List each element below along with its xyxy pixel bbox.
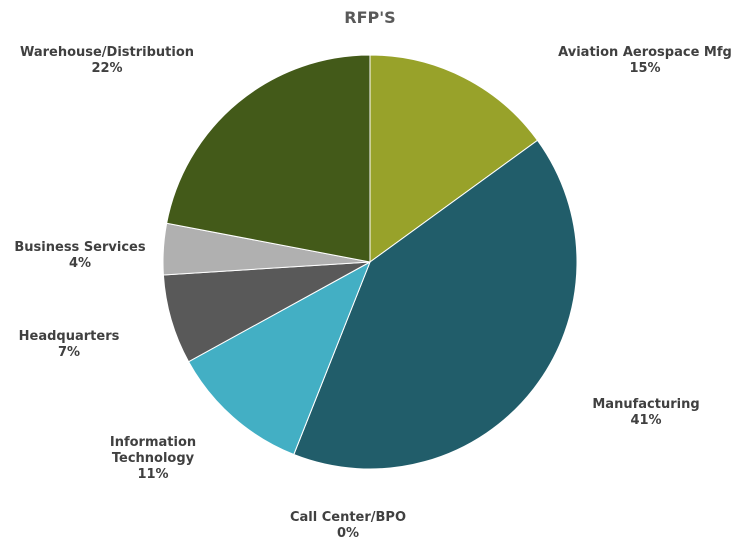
value-label: 11% xyxy=(137,467,169,482)
value-label: 4% xyxy=(68,256,92,271)
category-name: Information Technology xyxy=(109,435,197,466)
value-label: 0% xyxy=(336,526,360,541)
slice-label: Warehouse/Distribution 22% xyxy=(7,45,207,77)
pie-slice xyxy=(369,54,539,263)
pie-slice xyxy=(187,260,371,456)
value-label: 7% xyxy=(57,345,81,360)
value-label: 15% xyxy=(629,61,661,76)
slice-label: Business Services 4% xyxy=(0,240,160,272)
chart-title: RFP'S xyxy=(344,8,396,27)
slice-label: Headquarters 7% xyxy=(0,329,139,361)
category-name: Headquarters xyxy=(18,329,120,344)
category-name: Business Services xyxy=(14,240,146,255)
slice-label: Information Technology 11% xyxy=(93,435,213,483)
pie-slice xyxy=(293,139,578,470)
category-name: Aviation Aerospace Mfg xyxy=(558,45,732,60)
value-label: 22% xyxy=(91,61,123,76)
category-name: Manufacturing xyxy=(592,397,700,412)
category-name: Warehouse/Distribution xyxy=(19,45,195,60)
slice-label: Call Center/BPO 0% xyxy=(268,510,428,542)
slice-label: Manufacturing 41% xyxy=(566,397,726,429)
pie-slice xyxy=(166,54,371,263)
category-name: Call Center/BPO xyxy=(289,510,407,525)
value-label: 41% xyxy=(630,413,662,428)
slice-label: Aviation Aerospace Mfg 15% xyxy=(545,45,745,77)
